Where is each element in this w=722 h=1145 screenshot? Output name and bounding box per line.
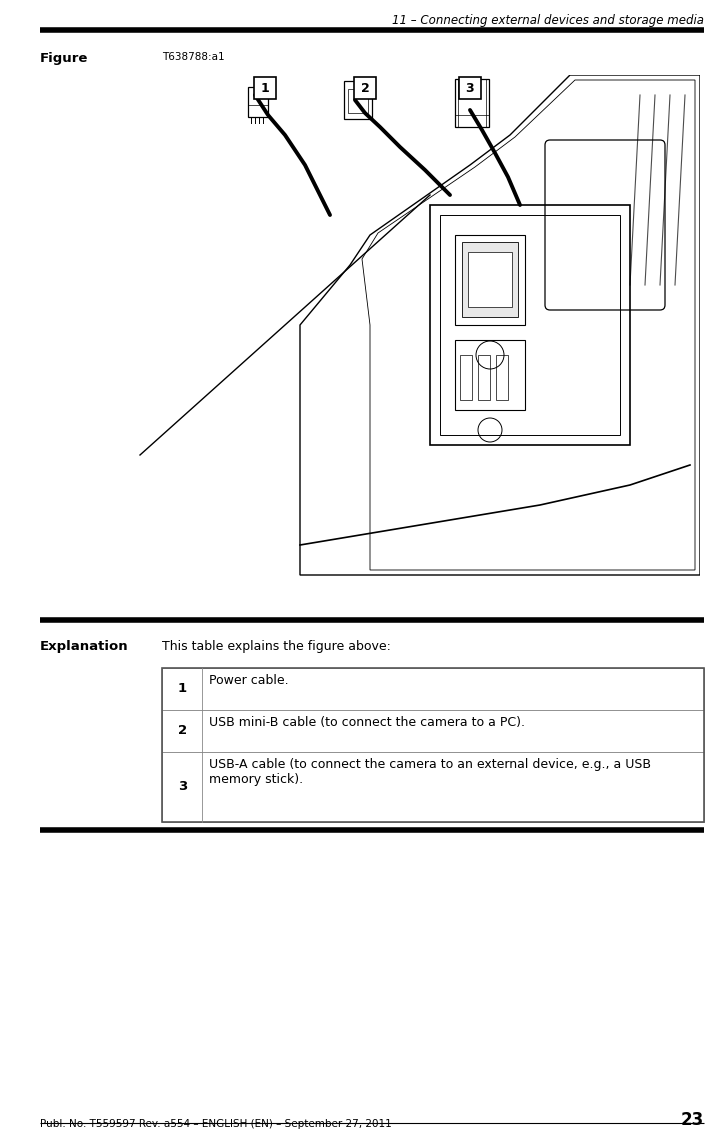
- Text: Power cable.: Power cable.: [209, 674, 289, 687]
- Bar: [348, 89, 368, 113]
- Bar: [496, 355, 508, 400]
- Text: 3: 3: [466, 81, 474, 95]
- Bar: [254, 77, 276, 98]
- Bar: [354, 77, 376, 98]
- Bar: [162, 668, 704, 710]
- Bar: [462, 242, 518, 317]
- Text: T638788:a1: T638788:a1: [162, 52, 225, 62]
- Bar: [459, 77, 481, 98]
- Text: Figure: Figure: [40, 52, 88, 65]
- Bar: [162, 752, 704, 822]
- Bar: [455, 340, 525, 410]
- Bar: [455, 79, 489, 127]
- Bar: [162, 668, 704, 822]
- Text: This table explains the figure above:: This table explains the figure above:: [162, 640, 391, 653]
- Bar: [430, 205, 630, 445]
- Text: 2: 2: [360, 81, 370, 95]
- Text: 23: 23: [681, 1111, 704, 1129]
- Bar: [440, 215, 620, 435]
- Text: 3: 3: [178, 781, 187, 793]
- Bar: [248, 87, 268, 117]
- Text: 11 – Connecting external devices and storage media: 11 – Connecting external devices and sto…: [392, 14, 704, 27]
- Text: 2: 2: [178, 725, 187, 737]
- Bar: [468, 252, 512, 307]
- Text: USB mini-B cable (to connect the camera to a PC).: USB mini-B cable (to connect the camera …: [209, 716, 526, 729]
- Text: Publ. No. T559597 Rev. a554 – ENGLISH (EN) – September 27, 2011: Publ. No. T559597 Rev. a554 – ENGLISH (E…: [40, 1119, 391, 1129]
- Bar: [455, 235, 525, 325]
- Text: USB-A cable (to connect the camera to an external device, e.g., a USB
memory sti: USB-A cable (to connect the camera to an…: [209, 758, 651, 785]
- Text: 1: 1: [261, 81, 269, 95]
- Bar: [162, 710, 704, 752]
- Text: 1: 1: [178, 682, 187, 695]
- Text: Explanation: Explanation: [40, 640, 129, 653]
- Bar: [344, 81, 372, 119]
- Bar: [460, 355, 472, 400]
- Bar: [478, 355, 490, 400]
